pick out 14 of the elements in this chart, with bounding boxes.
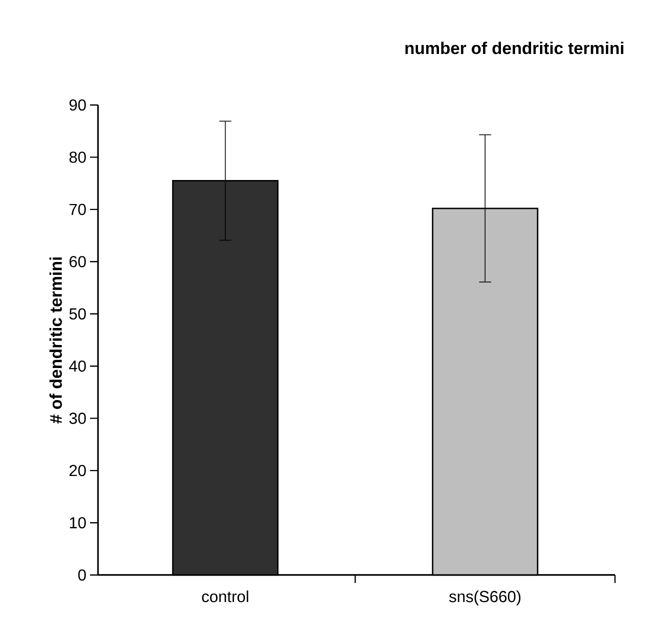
chart-title: number of dendritic termini	[405, 42, 624, 54]
y-axis-title: # of dendritic termini	[49, 257, 62, 424]
y-tick-label: 40	[69, 360, 86, 372]
x-tick-label: sns(S660)	[449, 590, 520, 606]
x-tick-label: control	[202, 590, 248, 602]
y-tick-label: 20	[70, 464, 86, 476]
y-tick-label: 90	[70, 99, 86, 111]
y-tick-label: 0	[78, 569, 86, 581]
y-tick-label: 60	[70, 256, 86, 268]
y-tick-label: 30	[69, 412, 86, 424]
y-tick-label: 10	[70, 517, 86, 528]
y-tick-label: 50	[69, 308, 86, 320]
y-tick-label: 80	[69, 152, 86, 163]
y-tick-label: 70	[70, 204, 86, 216]
